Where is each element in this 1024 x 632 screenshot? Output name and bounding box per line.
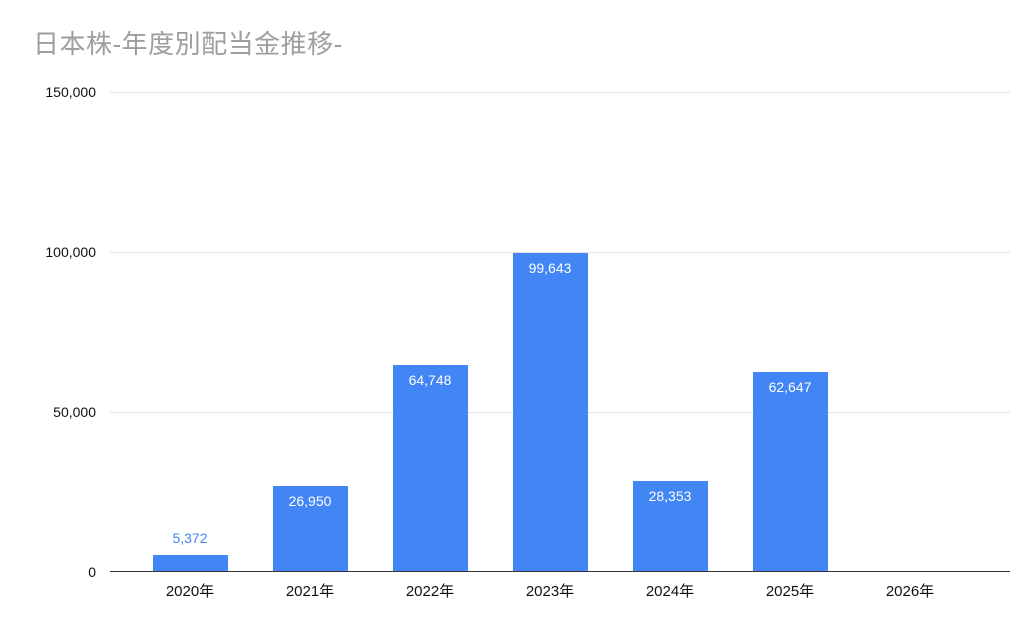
bar <box>152 554 228 572</box>
bar <box>272 485 348 572</box>
y-axis-tick-label: 100,000 <box>45 244 96 260</box>
x-axis-line <box>110 571 1010 572</box>
x-axis-tick-label: 2026年 <box>885 583 935 600</box>
bar <box>392 364 468 572</box>
bar <box>632 481 708 572</box>
plot-area: 5,372 26,950 64,748 99,643 28,353 62,647 <box>110 92 1010 572</box>
y-axis-labels: 0 50,000 100,000 150,000 <box>0 84 96 580</box>
bar <box>752 371 828 572</box>
bar-value-label: 64,748 <box>408 371 452 388</box>
bar-value-label: 28,353 <box>648 488 692 505</box>
x-axis-tick-label: 2020年 <box>165 583 215 600</box>
y-axis-tick-label: 50,000 <box>53 404 96 420</box>
bar-value-label: 26,950 <box>288 492 332 509</box>
x-axis-tick-label: 2022年 <box>405 583 455 600</box>
category-band: 5,372 <box>130 92 250 572</box>
category-band: 26,950 <box>250 92 370 572</box>
x-axis-tick-label: 2023年 <box>525 583 575 600</box>
y-axis-tick-label: 150,000 <box>45 84 96 100</box>
category-band: 62,647 <box>730 92 850 572</box>
category-band: 28,353 <box>610 92 730 572</box>
x-axis-tick-label: 2021年 <box>285 583 335 600</box>
bars-area: 5,372 26,950 64,748 99,643 28,353 62,647 <box>130 92 970 572</box>
bar-value-label: 99,643 <box>528 260 572 277</box>
gridline <box>110 92 1010 93</box>
category-band: 64,748 <box>370 92 490 572</box>
x-axis-labels: 2020年 2021年 2022年 2023年 2024年 2025年 2026年 <box>130 580 970 601</box>
bar-value-label: 62,647 <box>768 378 812 395</box>
category-band <box>850 92 970 572</box>
category-band: 99,643 <box>490 92 610 572</box>
bar-value-label: 5,372 <box>172 529 208 546</box>
gridline <box>110 252 1010 253</box>
bar <box>512 253 588 572</box>
chart-title: 日本株-年度別配当金推移- <box>33 29 343 59</box>
y-axis-tick-label: 0 <box>88 564 96 580</box>
x-axis-tick-label: 2025年 <box>765 583 815 600</box>
x-axis-tick-label: 2024年 <box>645 583 695 600</box>
